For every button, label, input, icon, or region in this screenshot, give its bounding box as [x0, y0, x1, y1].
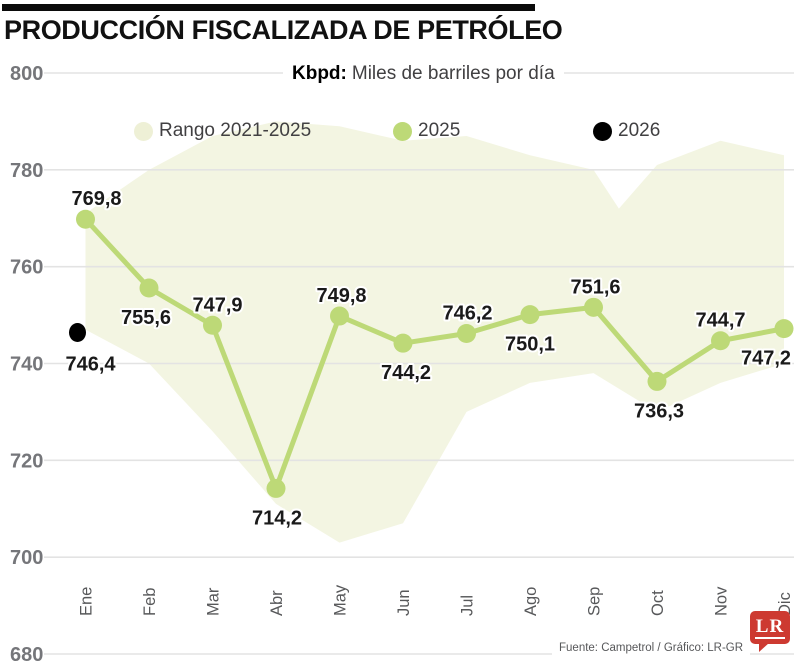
legend-item-2025: 2025 — [393, 120, 460, 142]
data-point-dic-2025 — [774, 319, 794, 339]
y-tick-680: 680 — [10, 644, 43, 666]
x-tick-oct: Oct — [649, 590, 667, 616]
data-point-jun-2025 — [393, 333, 413, 353]
black-dot-icon — [593, 121, 612, 141]
y-tick-780: 780 — [10, 160, 43, 182]
page-title: PRODUCCIÓN FISCALIZADA DE PETRÓLEO — [4, 15, 563, 45]
data-point-sep-2025 — [584, 297, 603, 317]
unit-note: Kbpd: Miles de barriles por día — [283, 61, 564, 87]
source-credit: Fuente: Campetrol / Gráfico: LR-GR — [552, 641, 751, 655]
data-point-may-2025 — [330, 306, 349, 326]
value-label-may-2025: 749,8 — [316, 285, 366, 307]
value-label-abr-2025: 714,2 — [252, 507, 302, 529]
x-tick-may: May — [332, 584, 350, 616]
x-tick-ago: Ago — [522, 587, 540, 616]
data-point-ene-2026 — [69, 323, 86, 343]
value-label-mar-2025: 747,9 — [192, 294, 242, 316]
data-point-jul-2025 — [457, 323, 476, 343]
series-line-2025 — [83, 216, 787, 491]
x-tick-dic: Dic — [776, 592, 794, 616]
x-tick-nov: Nov — [713, 586, 731, 616]
y-tick-800: 800 — [10, 63, 43, 85]
legend-label-2026: 2026 — [618, 120, 661, 141]
value-label-ago-2025: 750,1 — [505, 334, 555, 356]
value-label-nov-2025: 744,7 — [695, 310, 745, 332]
value-label-dic-2025: 747,2 — [741, 348, 791, 370]
data-point-abr-2025 — [266, 478, 286, 498]
data-point-mar-2025 — [203, 315, 222, 335]
data-point-oct-2025 — [647, 371, 667, 391]
value-label-jun-2025: 744,2 — [381, 362, 431, 384]
data-point-ene-2025 — [76, 209, 95, 229]
legend-item-2026: 2026 — [593, 120, 660, 142]
title-bar — [2, 4, 535, 11]
lr-logo-text: LR — [754, 615, 786, 639]
legend-label-range: Rango 2021-2025 — [159, 120, 312, 141]
value-label-ene-2025: 769,8 — [71, 188, 121, 210]
data-point-feb-2025 — [139, 278, 159, 298]
x-tick-feb: Feb — [141, 588, 159, 616]
value-label-oct-2025: 736,3 — [634, 400, 684, 422]
x-tick-abr: Abr — [268, 590, 286, 616]
green-dot-icon — [393, 121, 412, 141]
x-tick-mar: Mar — [205, 587, 223, 616]
value-label-sep-2025: 751,6 — [570, 276, 620, 298]
x-tick-ene: Ene — [78, 587, 96, 616]
data-point-ago-2025 — [520, 305, 540, 325]
range-band-swatch-icon — [134, 121, 153, 141]
legend-label-2025: 2025 — [418, 120, 461, 141]
x-tick-jul: Jul — [459, 595, 477, 616]
value-label-feb-2025: 755,6 — [121, 307, 171, 329]
y-tick-740: 740 — [10, 354, 43, 376]
y-tick-720: 720 — [10, 450, 43, 472]
lr-logo: LR — [750, 611, 790, 652]
data-point-nov-2025 — [711, 331, 730, 351]
legend-item-range: Rango 2021-2025 — [134, 120, 311, 142]
x-tick-jun: Jun — [395, 589, 413, 616]
range-band-2021-2025 — [85, 121, 784, 543]
x-tick-sep: Sep — [586, 587, 604, 616]
y-tick-760: 760 — [10, 257, 43, 279]
y-tick-700: 700 — [10, 547, 43, 569]
unit-abbr: Kbpd: — [292, 63, 347, 84]
value-label-ene-2026: 746,4 — [65, 354, 116, 376]
value-label-jul-2025: 746,2 — [442, 302, 492, 324]
unit-desc: Miles de barriles por día — [351, 63, 555, 84]
